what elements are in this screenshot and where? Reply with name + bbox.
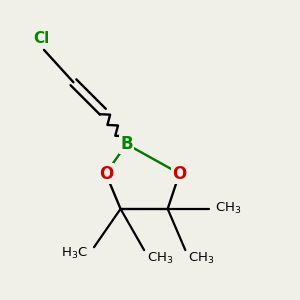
Text: B: B — [120, 135, 133, 153]
Text: CH$_3$: CH$_3$ — [188, 251, 215, 266]
Text: CH$_3$: CH$_3$ — [215, 201, 241, 216]
Text: O: O — [172, 165, 187, 183]
Text: CH$_3$: CH$_3$ — [147, 251, 173, 266]
Text: H$_3$C: H$_3$C — [61, 245, 88, 261]
Text: O: O — [99, 165, 113, 183]
Text: Cl: Cl — [33, 31, 49, 46]
